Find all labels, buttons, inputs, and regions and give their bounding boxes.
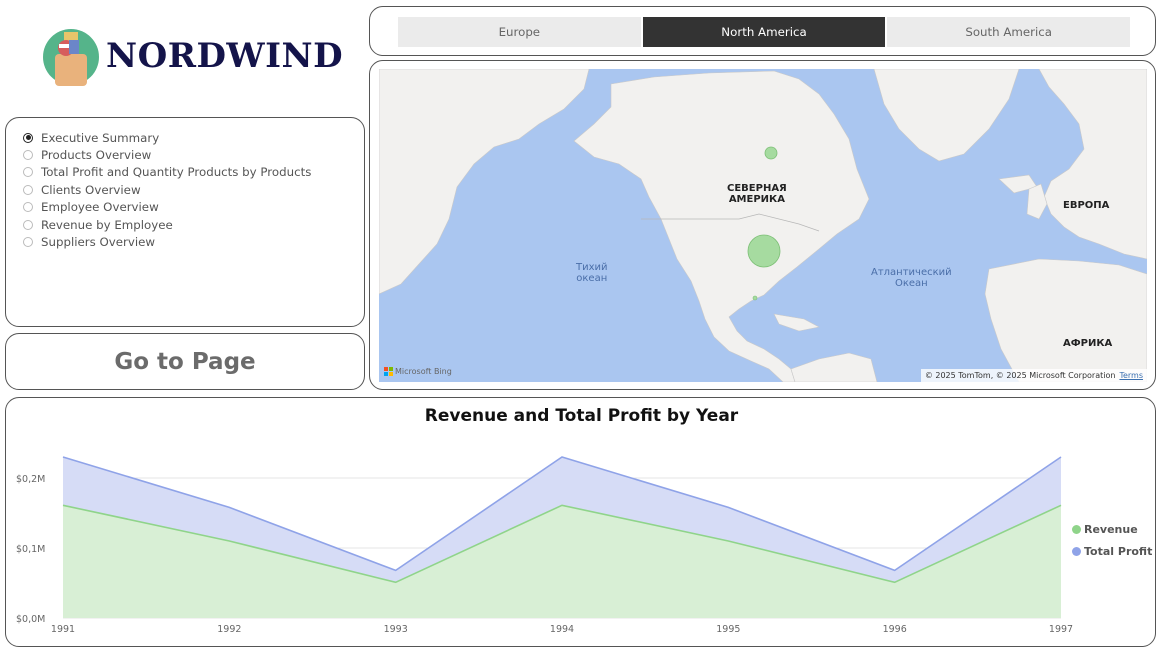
page-radio-list: Executive Summary Products Overview Total … [6, 118, 364, 251]
region-slicer: Europe North America South America [398, 17, 1131, 47]
world-map[interactable]: СЕВЕРНАЯ АМЕРИКА ЕВРОПА АФРИКА Тихий оке… [379, 69, 1147, 382]
page-option[interactable]: Executive Summary [23, 129, 364, 146]
pacific-ocean-label: Тихий океан [576, 262, 608, 284]
series-area [63, 505, 1061, 618]
region-option[interactable]: Europe [398, 17, 641, 47]
x-tick-label: 1997 [1049, 624, 1073, 635]
legend-marker-icon [1072, 524, 1081, 534]
legend-item[interactable]: Total Profit [1072, 540, 1152, 562]
north-america-label: СЕВЕРНАЯ АМЕРИКА [727, 183, 787, 205]
page-option-label: Total Profit and Quantity Products by Pr… [41, 165, 312, 180]
page-option-label: Revenue by Employee [41, 217, 173, 232]
logo-icon [43, 29, 99, 86]
terms-link[interactable]: Terms [1119, 371, 1143, 380]
page-option[interactable]: Revenue by Employee [23, 216, 364, 233]
revenue-profit-chart-panel: Revenue and Total Profit by Year $0,0M $0… [5, 397, 1156, 647]
legend-label: Total Profit [1084, 544, 1153, 558]
europe-label: ЕВРОПА [1063, 200, 1110, 211]
y-tick-label: $0,1M [16, 544, 45, 555]
map-credits: © 2025 TomTom, © 2025 Microsoft Corporat… [920, 369, 1147, 382]
microsoft-logo-icon [384, 367, 393, 376]
legend-item[interactable]: Revenue [1072, 518, 1152, 540]
page-option[interactable]: Employee Overview [23, 199, 364, 216]
y-tick-label: $0,2M [16, 474, 45, 485]
africa-label: АФРИКА [1063, 338, 1113, 349]
x-tick-label: 1992 [217, 624, 241, 635]
chart-title: Revenue and Total Profit by Year [424, 406, 739, 426]
location-bubble [752, 295, 758, 301]
radio-button-icon[interactable] [23, 237, 33, 248]
area-chart[interactable]: $0,0M $0,1M $0,2M 1991 1992 1993 1994 1995 1996 1… [6, 398, 1157, 648]
go-to-page-label: Go to Page [114, 348, 256, 375]
region-slicer-panel: Europe North America South America [369, 6, 1156, 56]
bing-attribution: Microsoft Bing [384, 367, 452, 376]
page-option[interactable]: Suppliers Overview [23, 233, 364, 250]
y-tick-label: $0,0M [16, 614, 45, 625]
brand-name: NORDWIND [106, 36, 344, 76]
page-option[interactable]: Clients Overview [23, 181, 364, 198]
legend-marker-icon [1072, 546, 1081, 556]
atlantic-ocean-label: Атлантический Океан [871, 267, 952, 289]
region-option[interactable]: South America [887, 17, 1131, 47]
go-to-page-button[interactable]: Go to Page [5, 333, 365, 390]
radio-button-icon[interactable] [23, 150, 33, 161]
map-panel: СЕВЕРНАЯ АМЕРИКА ЕВРОПА АФРИКА Тихий оке… [369, 60, 1156, 390]
page-option[interactable]: Products Overview [23, 146, 364, 163]
radio-button-icon[interactable] [23, 167, 33, 178]
copyright-text: © 2025 TomTom, © 2025 Microsoft Corporat… [924, 371, 1116, 380]
region-option[interactable]: North America [642, 17, 886, 47]
page-option-label: Products Overview [41, 148, 152, 163]
map-land [379, 69, 1147, 382]
legend-label: Revenue [1084, 522, 1138, 536]
page-option[interactable]: Total Profit and Quantity Products by Pr… [23, 164, 364, 181]
page-option-label: Employee Overview [41, 200, 159, 215]
radio-button-icon[interactable] [23, 219, 33, 230]
chart-legend: Revenue Total Profit [1072, 518, 1152, 562]
radio-button-icon[interactable] [23, 132, 33, 143]
radio-button-icon[interactable] [23, 202, 33, 213]
page-option-label: Clients Overview [41, 182, 141, 197]
x-tick-label: 1993 [384, 624, 408, 635]
page-option-label: Executive Summary [41, 130, 160, 145]
radio-button-icon[interactable] [23, 184, 33, 195]
x-tick-label: 1991 [51, 624, 75, 635]
x-tick-label: 1996 [883, 624, 907, 635]
nordwind-logo: NORDWIND [42, 28, 343, 88]
x-tick-label: 1995 [716, 624, 740, 635]
location-bubble [747, 234, 781, 268]
location-bubble [764, 146, 778, 160]
bing-label: Microsoft Bing [395, 367, 452, 376]
x-tick-label: 1994 [550, 624, 574, 635]
page-option-label: Suppliers Overview [41, 235, 156, 250]
page-navigator: Executive Summary Products Overview Total … [5, 117, 365, 327]
